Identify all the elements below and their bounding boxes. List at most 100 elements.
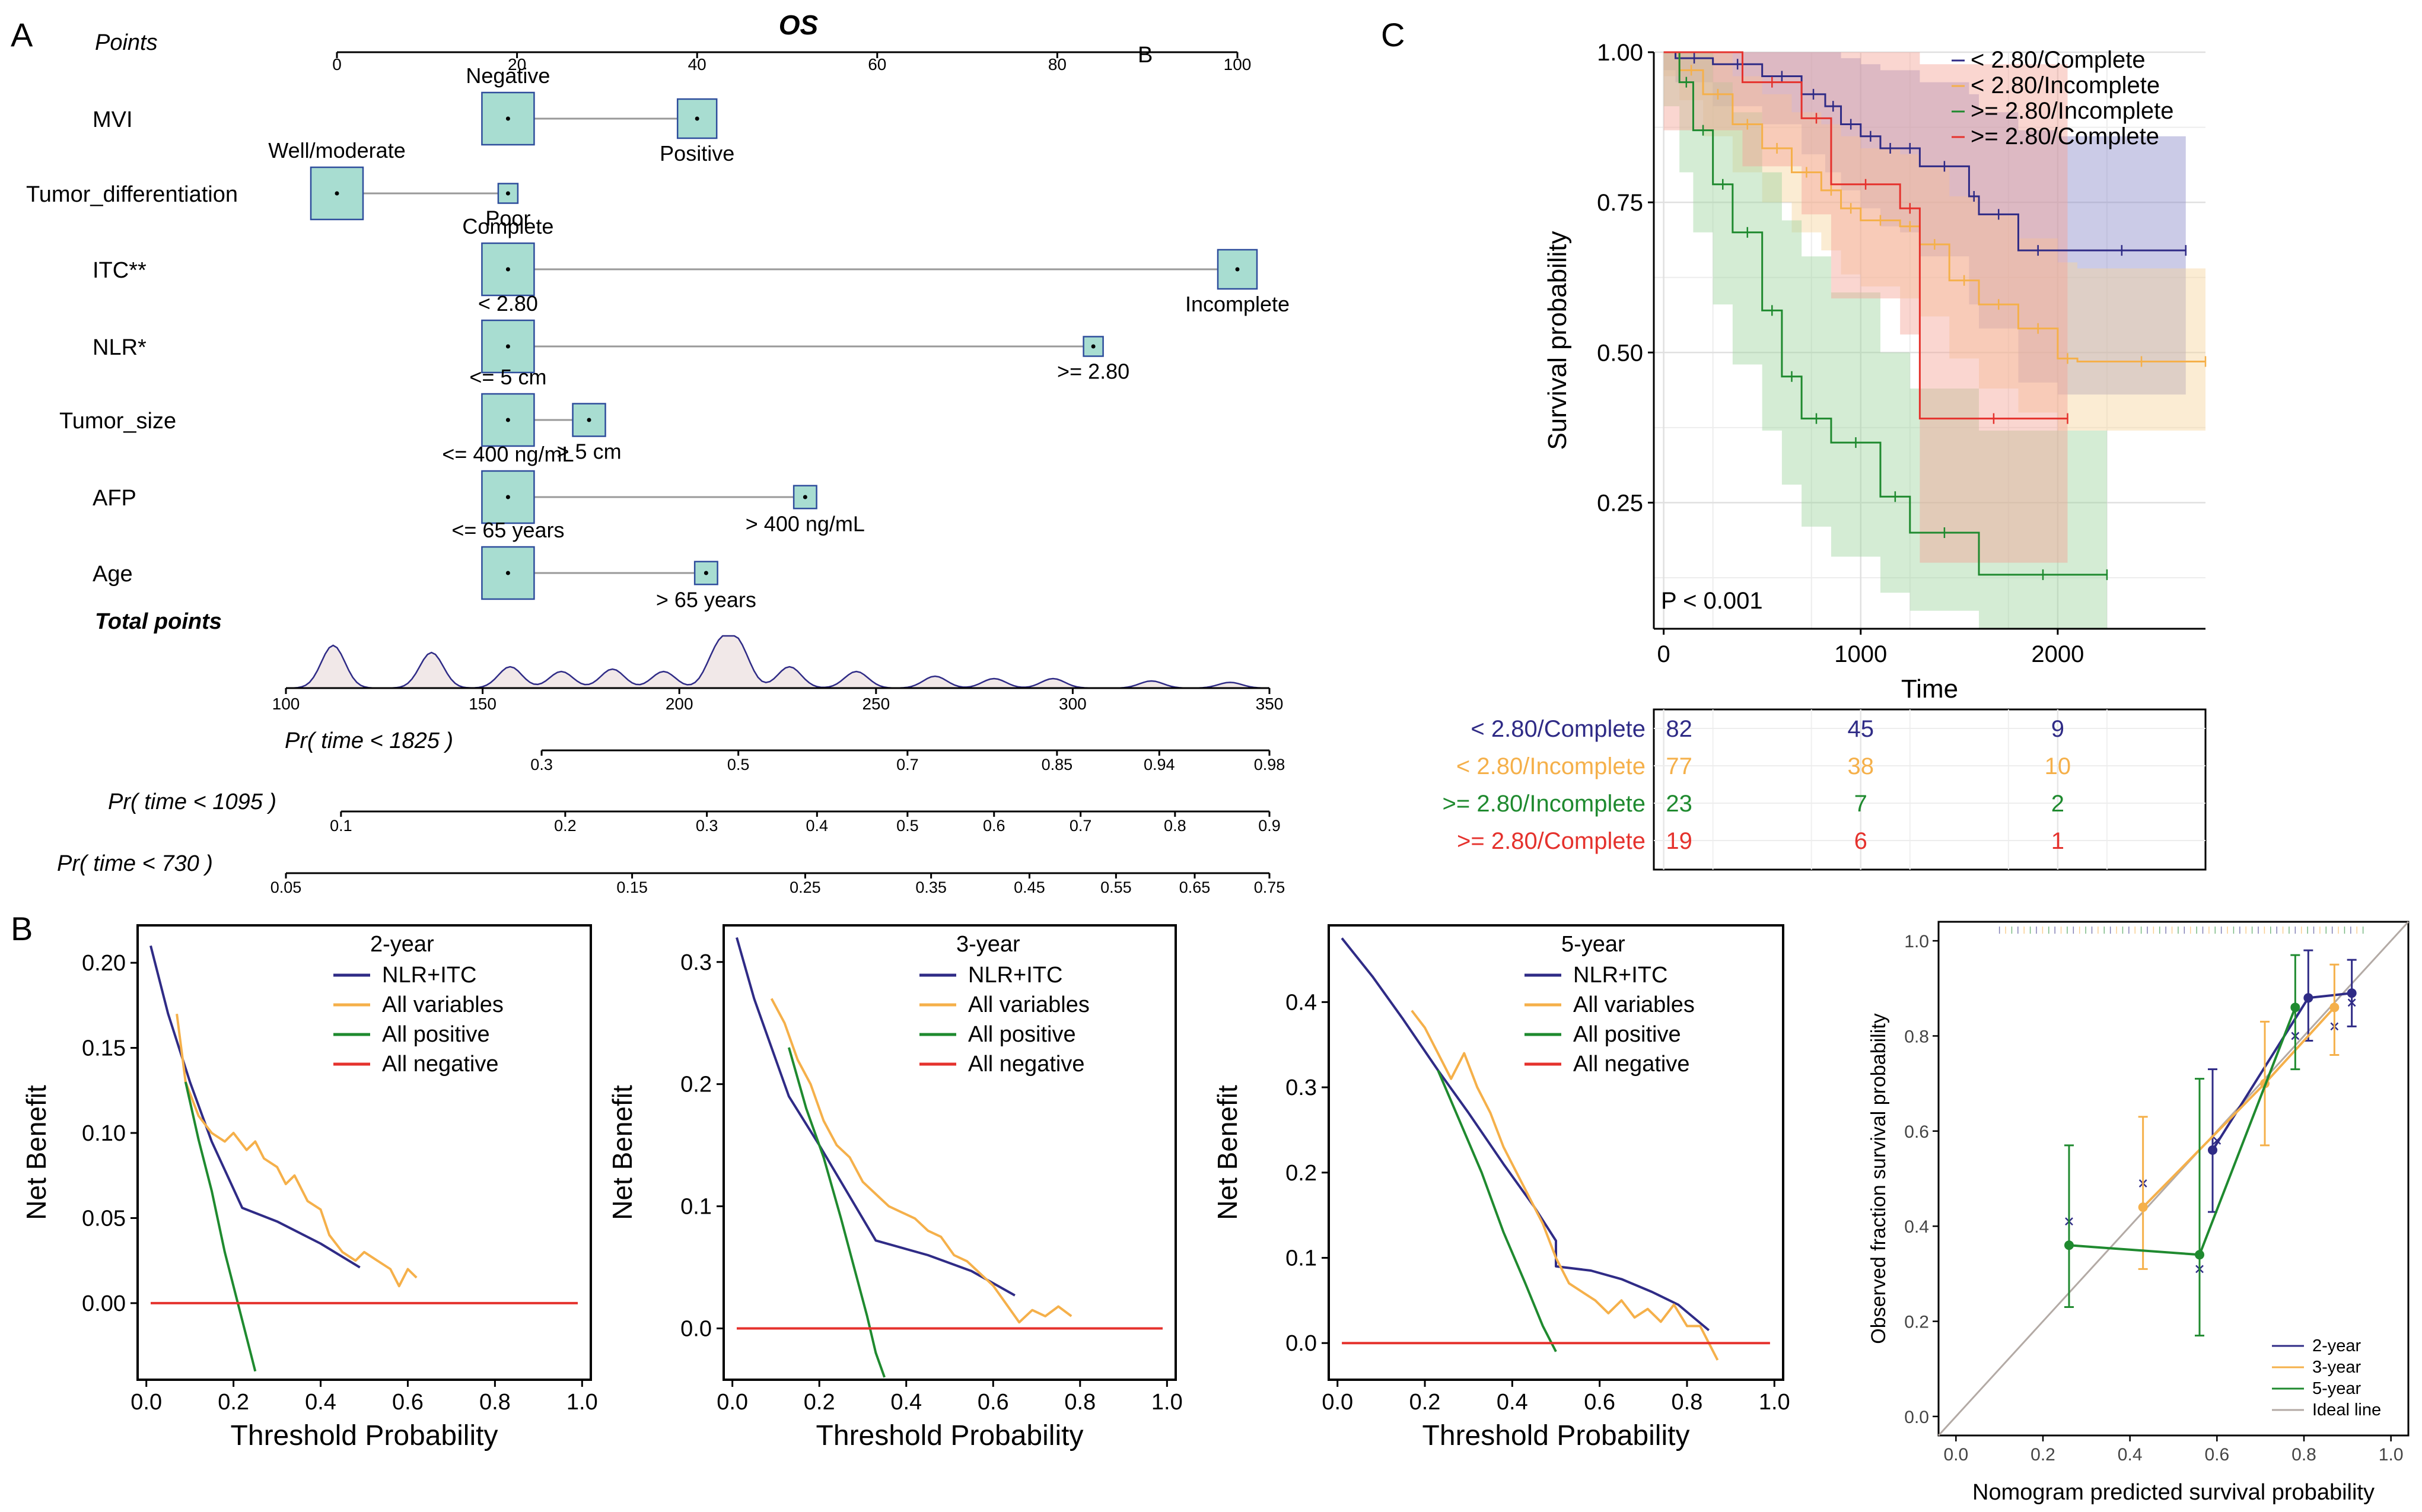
probability-tick-label: 0.05 <box>270 878 302 896</box>
risk-table-cell: 77 <box>1666 753 1692 779</box>
calibration-y-tick-label: 0.6 <box>1904 1122 1929 1142</box>
variable-label-itc: ITC** <box>93 258 147 283</box>
risk-table-cell: 2 <box>2051 791 2064 817</box>
variable-label-tumor-size: Tumor_size <box>59 409 176 434</box>
calibration-point <box>2138 1202 2148 1212</box>
dca-y-tick-label: 0.00 <box>82 1291 126 1316</box>
dca-title-5-year: 5-year <box>1561 932 1625 957</box>
level-dot <box>1235 267 1240 272</box>
panel-label-b: B <box>11 910 33 947</box>
calibration-y-tick-label: 0.0 <box>1904 1408 1929 1427</box>
risk-table-box <box>1653 708 2207 871</box>
level-label-400-ng-ml: > 400 ng/mL <box>746 511 865 536</box>
dca-x-tick-label: 0.0 <box>131 1390 162 1415</box>
km-chart: 0 1000 2000 0.25 0.50 0.75 1.00 Time Survival pr… <box>1443 40 2207 871</box>
level-label-incomplete: Incomplete <box>1185 292 1290 316</box>
calibration-y-tick-label: 0.2 <box>1904 1313 1929 1332</box>
level-dot <box>803 495 807 499</box>
level-label-65-years: > 65 years <box>656 587 756 612</box>
variable-label-mvi: MVI <box>93 107 133 132</box>
level-label-2-80: < 2.80 <box>478 291 538 316</box>
points-tick-label: 20 <box>508 55 526 74</box>
probability-tick-label: 0.55 <box>1100 878 1132 896</box>
dca-x-tick-label: 0.2 <box>218 1390 249 1415</box>
probability-tick-label: 0.15 <box>616 878 648 896</box>
probability-tick-label: 0.9 <box>1258 817 1281 835</box>
risk-table-cell: 45 <box>1848 716 1874 742</box>
calibration-point <box>2347 988 2357 998</box>
points-tick-label: 40 <box>688 55 706 74</box>
dca-x-tick-label: 0.2 <box>1409 1390 1441 1415</box>
km-x-tick-label: 2000 <box>2031 641 2084 667</box>
dca-y-label: Net Benefit <box>607 1085 638 1220</box>
probability-tick-label: 0.3 <box>530 756 553 773</box>
probability-axis-label-1: Pr( time < 1095 ) <box>108 790 276 814</box>
dca-line-all-positive <box>184 1081 257 1372</box>
level-box-5-cm <box>572 403 606 437</box>
variable-label-age: Age <box>93 562 133 587</box>
km-legend-label-2-80-complete: < 2.80/Complete <box>1971 47 2146 73</box>
km-y-tick-label: 0.75 <box>1597 190 1643 216</box>
km-x-tick-label: 0 <box>1657 641 1670 667</box>
risk-table-cell: 38 <box>1848 753 1874 779</box>
dca-legend-label-all-negative: All negative <box>1573 1052 1689 1077</box>
calibration-x-tick-label: 0.2 <box>2030 1445 2055 1465</box>
dca-title-2-year: 2-year <box>370 932 434 957</box>
dca-y-label: Net Benefit <box>1212 1085 1243 1220</box>
dca-x-tick-label: 0.0 <box>717 1390 748 1415</box>
points-tick-label: 80 <box>1048 55 1067 74</box>
total-points-label: Total points <box>95 609 222 634</box>
dca-legend-label-all-variables: All variables <box>382 992 504 1017</box>
dca-y-tick-label: 0.20 <box>82 951 126 976</box>
probability-tick-label: 0.45 <box>1014 878 1045 896</box>
probability-axis-label-2: Pr( time < 730 ) <box>57 851 213 876</box>
dca-line-all-variables <box>1411 1010 1719 1361</box>
calibration-y-tick-label: 0.4 <box>1904 1217 1929 1237</box>
level-dot <box>335 191 339 196</box>
total-points-tick-label: 250 <box>862 695 890 713</box>
km-legend-label-2-80-incomplete: < 2.80/Incomplete <box>1971 72 2160 98</box>
level-dot <box>505 418 510 422</box>
probability-tick-label: 0.94 <box>1144 756 1175 773</box>
probability-tick-label: 0.4 <box>806 817 829 835</box>
dca-x-tick-label: 1.0 <box>1759 1390 1790 1415</box>
total-points-tick-label: 200 <box>666 695 693 713</box>
dca-x-tick-label: 0.4 <box>1497 1390 1528 1415</box>
dca-y-tick-label: 0.0 <box>1285 1331 1317 1356</box>
calibration-cross <box>2347 998 2356 1007</box>
risk-table-cell: 10 <box>2045 753 2071 779</box>
level-dot <box>704 571 708 575</box>
nomogram-title: OS <box>779 9 819 40</box>
dca-frame-3-year <box>723 924 1177 1381</box>
panel-label-c: C <box>1381 16 1405 53</box>
level-dot <box>695 116 699 121</box>
calibration-point <box>2290 1002 2300 1013</box>
km-y-tick-label: 1.00 <box>1597 40 1643 66</box>
total-points-tick-label: 150 <box>469 695 497 713</box>
risk-table-cell: 1 <box>2051 828 2064 854</box>
points-tick-label: 100 <box>1224 55 1252 74</box>
km-curve-2-80-incomplete <box>1663 51 2205 362</box>
level-dot <box>505 116 510 121</box>
variable-label-tumor-differentiation: Tumor_differentiation <box>26 182 238 207</box>
total-points-tick-label: 100 <box>272 695 300 713</box>
dca-y-tick-label: 0.2 <box>1285 1161 1317 1186</box>
calibration-point <box>2329 1002 2340 1013</box>
km-y-tick-label: 0.50 <box>1597 340 1643 366</box>
risk-table-row-label-2-80-complete: < 2.80/Complete <box>1471 716 1646 742</box>
variable-label-nlr: NLR* <box>93 335 147 360</box>
dca-legend-label-all-negative: All negative <box>968 1052 1084 1077</box>
probability-tick-label: 0.5 <box>896 817 919 835</box>
probability-tick-label: 0.2 <box>554 817 577 835</box>
dca-x-tick-label: 0.8 <box>1064 1390 1096 1415</box>
probability-tick-label: 0.98 <box>1254 756 1285 773</box>
level-label-400-ng-ml: <= 400 ng/mL <box>442 442 574 466</box>
risk-table-cell: 9 <box>2051 716 2064 742</box>
dca-y-tick-label: 0.15 <box>82 1036 126 1061</box>
calibration-x-tick-label: 0.0 <box>1943 1445 1968 1465</box>
level-dot <box>587 418 591 422</box>
dca-y-tick-label: 0.4 <box>1285 990 1317 1015</box>
km-band-2-80-complete <box>1663 52 2068 563</box>
calibration-chart: 0.0 0.2 0.4 0.6 0.8 1.00.00.20.40.60.81.0Nomo… <box>1867 921 2410 1505</box>
calibration-point <box>2064 1240 2074 1250</box>
